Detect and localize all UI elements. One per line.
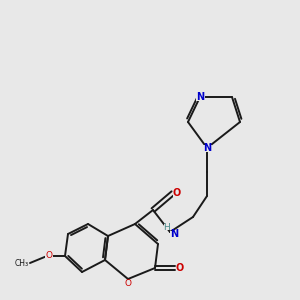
Text: H: H bbox=[164, 223, 170, 232]
Bar bbox=[172, 190, 182, 196]
Text: O: O bbox=[176, 263, 184, 273]
Text: O: O bbox=[124, 278, 131, 287]
Bar bbox=[202, 145, 211, 152]
Bar bbox=[124, 280, 132, 286]
Text: CH₃: CH₃ bbox=[15, 259, 29, 268]
Text: N: N bbox=[170, 229, 178, 239]
Bar bbox=[170, 230, 178, 238]
Bar bbox=[45, 253, 53, 259]
Text: O: O bbox=[46, 251, 52, 260]
Text: N: N bbox=[203, 143, 211, 153]
Bar bbox=[164, 224, 170, 230]
Text: O: O bbox=[173, 188, 181, 198]
Bar bbox=[196, 94, 205, 100]
Text: N: N bbox=[196, 92, 204, 102]
Bar bbox=[176, 265, 184, 272]
